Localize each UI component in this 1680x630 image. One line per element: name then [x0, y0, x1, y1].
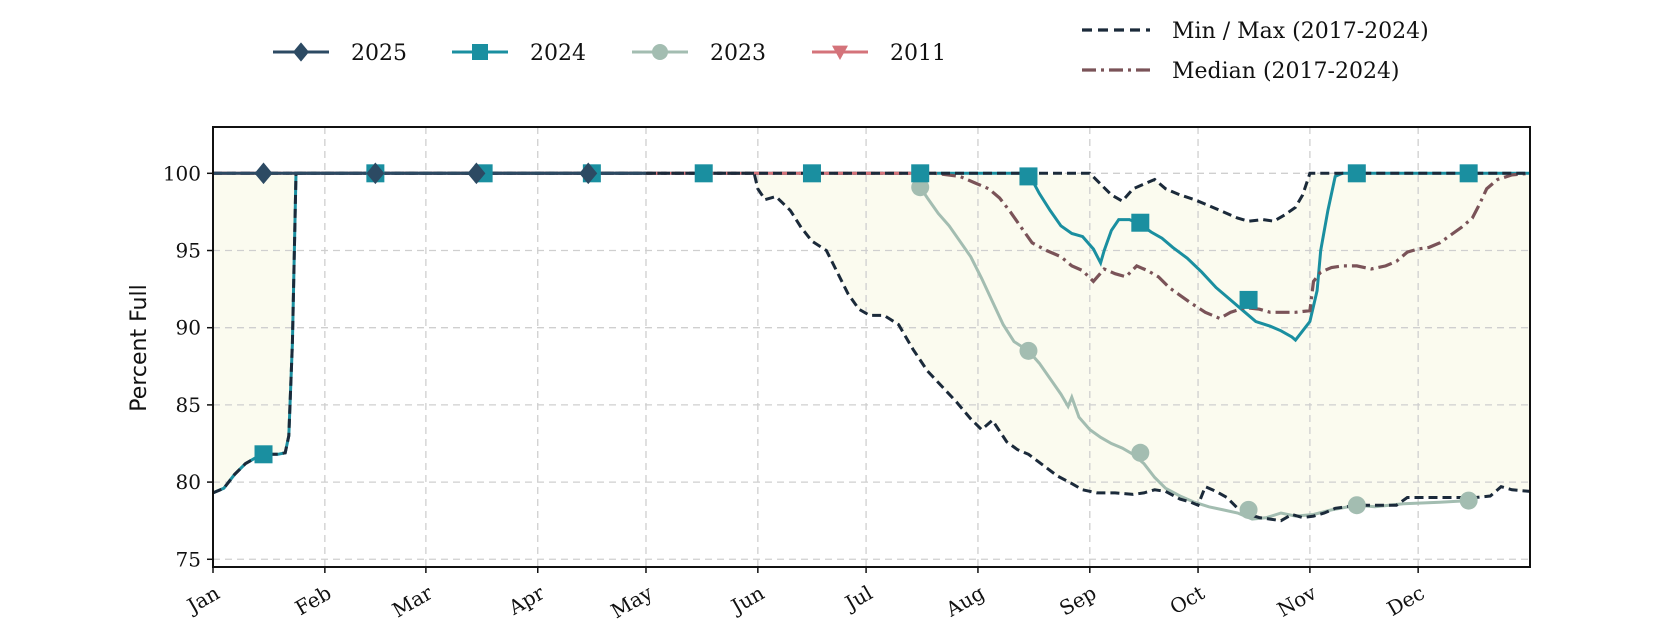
x-tick-label: Dec — [1383, 581, 1429, 621]
y-tick-label: 85 — [176, 393, 201, 417]
marker-2023 — [1239, 500, 1258, 519]
marker-2024 — [1239, 290, 1258, 309]
legend-marker-2023 — [652, 44, 668, 60]
max-line — [213, 171, 1530, 223]
marker-2023 — [1131, 443, 1150, 462]
plot-border — [212, 126, 1531, 568]
marker-2025 — [366, 162, 385, 185]
legend: 2025 2024 2023 2011 Min / Max (2017-2024) Med… — [273, 19, 1429, 84]
x-tick-label: May — [607, 580, 657, 623]
y-tick-label: 95 — [176, 239, 201, 263]
legend-marker-2024 — [472, 44, 488, 60]
legend-label-min-max: Min / Max (2017-2024) — [1172, 19, 1429, 44]
legend-marker-2025 — [293, 42, 309, 62]
y-tick-label: 90 — [176, 316, 201, 340]
x-tick-label: Oct — [1166, 581, 1209, 620]
min-max-band — [213, 173, 1530, 521]
marker-2025 — [467, 162, 486, 185]
x-tick-label: Apr — [503, 580, 548, 620]
y-tick-label: 80 — [176, 470, 201, 494]
marker-2024 — [694, 164, 713, 183]
marker-2024 — [911, 164, 930, 183]
marker-2023 — [1347, 496, 1366, 515]
marker-2023 — [911, 178, 930, 197]
marker-2024 — [1347, 164, 1366, 183]
x-tick-label: Feb — [291, 581, 335, 620]
legend-label-2024: 2024 — [530, 41, 586, 66]
legend-label-2023: 2023 — [710, 41, 766, 66]
median-line — [213, 171, 1531, 321]
x-tick-label: Nov — [1273, 580, 1321, 622]
series-markers — [254, 162, 1478, 519]
x-tick-label: Jun — [725, 580, 768, 619]
y-axis-title: Percent Full — [127, 284, 152, 411]
marker-2024 — [1131, 213, 1150, 232]
marker-2025 — [254, 162, 273, 185]
legend-label-2025: 2025 — [351, 41, 407, 66]
x-tick-label: Jan — [181, 580, 223, 618]
marker-2025 — [579, 162, 598, 185]
marker-2024 — [254, 445, 273, 464]
x-tick-label: Sep — [1055, 581, 1100, 621]
marker-2023 — [1459, 491, 1478, 510]
marker-2024 — [1459, 164, 1478, 183]
x-tick-label: Aug — [941, 580, 989, 621]
x-tick-label: Mar — [388, 580, 437, 622]
marker-2024 — [802, 164, 821, 183]
marker-2023 — [1019, 341, 1038, 360]
series-line-2023 — [918, 186, 1469, 521]
legend-label-2011: 2011 — [890, 41, 946, 66]
y-tick-label: 100 — [163, 161, 201, 185]
marker-2024 — [1019, 167, 1038, 186]
legend-marker-2011 — [832, 45, 848, 60]
legend-label-median: Median (2017-2024) — [1172, 59, 1400, 84]
plot-frame — [212, 126, 1531, 568]
y-tick-label: 75 — [176, 547, 201, 571]
x-tick-label: Jul — [839, 581, 876, 616]
min-max-fill — [213, 173, 1530, 521]
